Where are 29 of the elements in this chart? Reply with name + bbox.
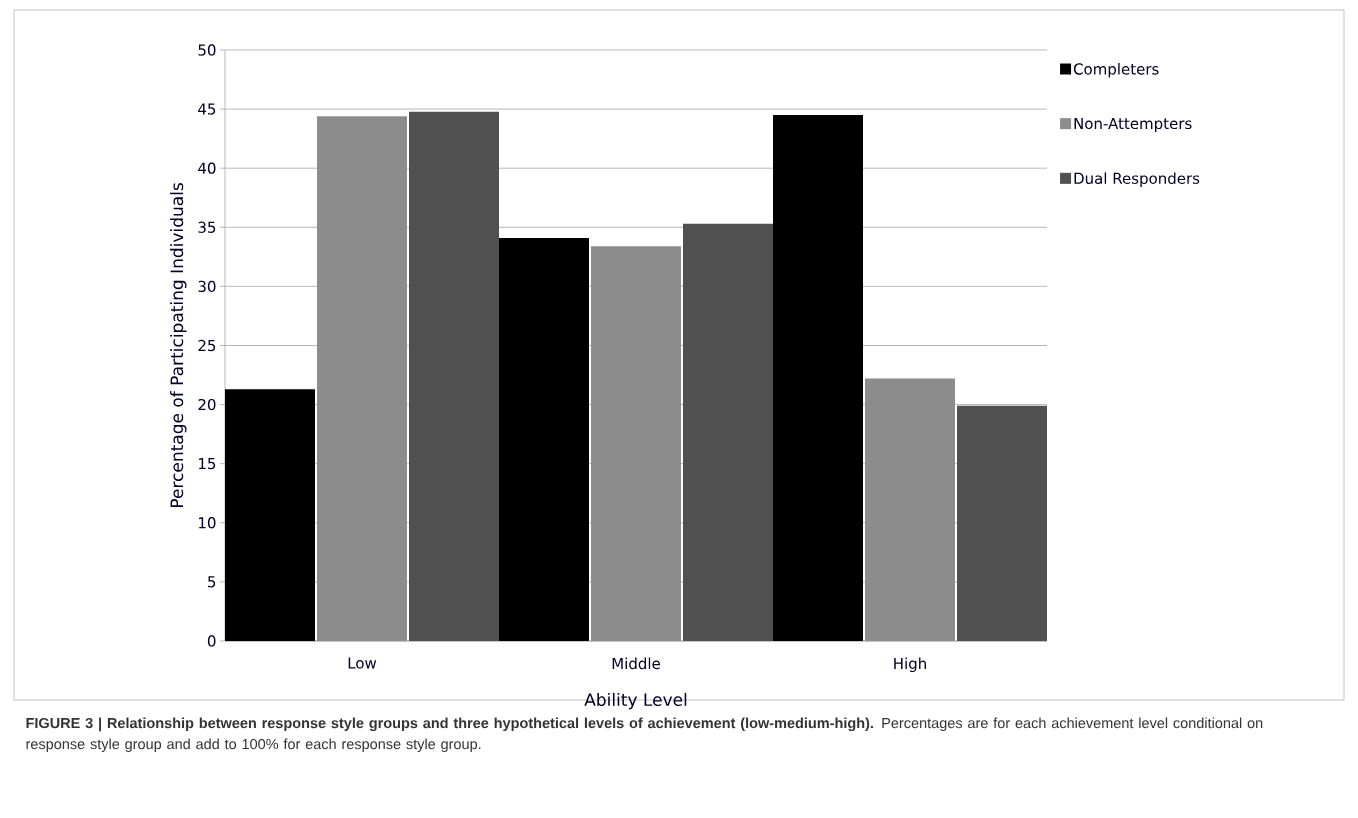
bar bbox=[683, 223, 773, 641]
text: FIGURE 3 | Relationship between response style groups and three hypothetical levels of achievement (low-medium-high). Percentages are for each achievement level conditional on response style group and add to 100% for each response style group. bbox=[26, 717, 1263, 753]
y-tick-label: 30 bbox=[198, 280, 216, 293]
y-axis-title: Percentage of Participating Individuals bbox=[170, 183, 187, 508]
x-tick-label: Middle bbox=[612, 657, 660, 670]
bar bbox=[773, 115, 863, 641]
bar bbox=[591, 246, 681, 641]
y-tick-label: 45 bbox=[198, 103, 216, 115]
y-tick-label: 20 bbox=[198, 398, 216, 411]
x-tick-label: Low bbox=[348, 657, 377, 669]
x-axis-title: Ability Level bbox=[584, 692, 687, 710]
y-tick-label: 50 bbox=[198, 44, 216, 56]
bar bbox=[317, 116, 407, 641]
legend-label: Completers bbox=[1073, 63, 1159, 78]
y-tick-label: 5 bbox=[208, 576, 216, 588]
y-tick-label: 25 bbox=[198, 339, 216, 352]
bar bbox=[499, 237, 589, 641]
y-tick-label: 15 bbox=[199, 458, 216, 470]
y-tick-label: 40 bbox=[198, 162, 216, 174]
x-tick-label: High bbox=[894, 657, 926, 673]
legend-label: Non-Attempters bbox=[1074, 117, 1192, 133]
bar bbox=[225, 389, 315, 641]
y-tick-label: 0 bbox=[207, 635, 216, 647]
legend-label: Dual Responders bbox=[1074, 172, 1200, 187]
y-tick-label: 10 bbox=[199, 517, 216, 529]
y-tick-label: 35 bbox=[198, 221, 216, 233]
bar bbox=[865, 378, 955, 641]
bar bbox=[957, 405, 1047, 641]
bar bbox=[409, 111, 499, 641]
